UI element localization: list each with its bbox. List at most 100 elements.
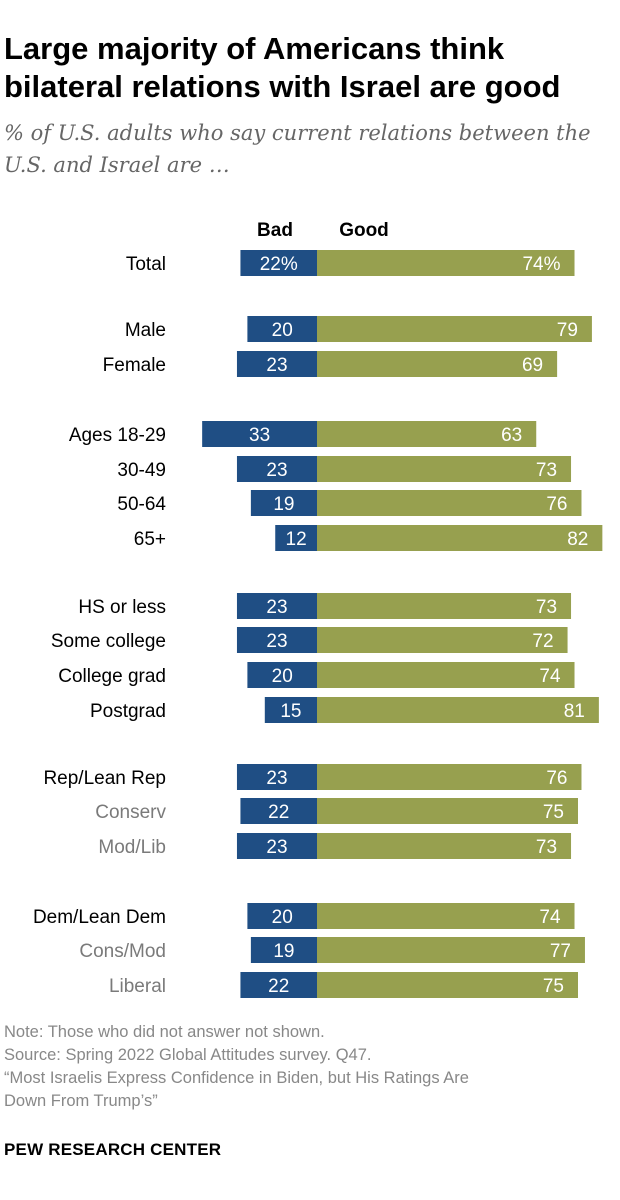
- category-label: College grad: [58, 666, 166, 687]
- note-line: Note: Those who did not answer not shown…: [4, 1023, 325, 1041]
- value-label-bad: 23: [266, 597, 287, 618]
- source-brand: PEW RESEARCH CENTER: [4, 1140, 222, 1159]
- category-label: Male: [125, 320, 166, 341]
- bar-bad: [236, 627, 317, 653]
- value-label-bad: 20: [272, 320, 293, 341]
- category-label: Postgrad: [90, 701, 166, 722]
- report-title-line: “Most Israelis Express Confidence in Bid…: [4, 1069, 469, 1087]
- bar-bad: [236, 833, 317, 859]
- value-label-good: 81: [564, 701, 585, 722]
- category-label: Total: [126, 254, 166, 275]
- bar-good: [317, 662, 575, 688]
- bar-good: [317, 764, 582, 790]
- legend-good: Good: [339, 220, 389, 241]
- bar-good: [317, 937, 585, 963]
- chart-subtitle-line-2: U.S. and Israel are …: [4, 153, 230, 177]
- bar-good: [317, 972, 578, 998]
- value-label-bad: 22%: [260, 254, 298, 275]
- bar-bad: [247, 903, 317, 929]
- bar-bad: [240, 250, 317, 276]
- source-line: Source: Spring 2022 Global Attitudes sur…: [4, 1046, 372, 1064]
- category-label: 30-49: [117, 460, 166, 481]
- value-label-good: 77: [550, 941, 571, 962]
- bar-bad: [236, 351, 317, 377]
- value-label-good: 75: [543, 802, 564, 823]
- bar-good: [317, 456, 572, 482]
- value-label-bad: 12: [286, 529, 307, 550]
- value-label-good: 74: [539, 907, 561, 928]
- bar-good: [317, 421, 537, 447]
- chart-title-line-2: bilateral relations with Israel are good: [4, 69, 561, 104]
- bar-good: [317, 490, 582, 516]
- value-label-bad: 33: [249, 425, 270, 446]
- bar-good: [317, 525, 603, 551]
- value-label-bad: 20: [272, 907, 293, 928]
- bar-good: [317, 833, 572, 859]
- value-label-good: 73: [536, 597, 557, 618]
- value-label-bad: 15: [280, 701, 301, 722]
- value-label-good: 72: [532, 631, 553, 652]
- chart-subtitle: % of U.S. adults who say current relatio…: [4, 117, 614, 181]
- chart-title-line-1: Large majority of Americans think: [4, 31, 505, 66]
- bar-good: [317, 627, 568, 653]
- value-label-good: 79: [557, 320, 578, 341]
- category-label: Female: [103, 355, 166, 376]
- value-label-bad: 22: [268, 976, 289, 997]
- value-label-bad: 19: [273, 494, 294, 515]
- bar-good: [317, 697, 599, 723]
- chart-notes: Note: Those who did not answer not shown…: [4, 1021, 614, 1113]
- category-label: 65+: [134, 529, 166, 550]
- value-label-good: 76: [546, 494, 567, 515]
- bar-bad: [250, 937, 317, 963]
- bar-bad: [236, 593, 317, 619]
- value-label-good: 63: [501, 425, 522, 446]
- category-label: Cons/Mod: [79, 941, 166, 962]
- bar-good: [317, 316, 592, 342]
- value-label-good: 82: [567, 529, 588, 550]
- diverging-bar-chart: Bad Good Total 22% 74% Male 20 79 Female 23 69 Ages…: [33, 220, 603, 998]
- value-label-good: 75: [543, 976, 564, 997]
- bar-good: [317, 798, 578, 824]
- bar-bad: [240, 798, 317, 824]
- bar-bad: [236, 764, 317, 790]
- value-label-good: 74%: [522, 254, 560, 275]
- category-label: 50-64: [117, 494, 166, 515]
- bar-bad: [247, 316, 317, 342]
- bar-bad: [275, 525, 317, 551]
- category-label: HS or less: [78, 597, 166, 618]
- bar-good: [317, 351, 558, 377]
- category-label: Rep/Lean Rep: [43, 768, 166, 789]
- bar-good: [317, 250, 575, 276]
- bar-good: [317, 903, 575, 929]
- category-label: Dem/Lean Dem: [33, 907, 166, 928]
- value-label-bad: 23: [266, 631, 287, 652]
- bar-bad: [264, 697, 317, 723]
- value-label-bad: 22: [268, 802, 289, 823]
- value-label-bad: 23: [266, 768, 287, 789]
- bar-bad: [202, 421, 317, 447]
- value-label-bad: 23: [266, 837, 287, 858]
- value-label-bad: 20: [272, 666, 293, 687]
- report-title-line: Down From Trump’s”: [4, 1092, 158, 1110]
- value-label-good: 69: [522, 355, 543, 376]
- bar-bad: [247, 662, 317, 688]
- value-label-bad: 23: [266, 460, 287, 481]
- bar-good: [317, 593, 572, 619]
- bar-bad: [240, 972, 317, 998]
- category-label: Ages 18-29: [69, 425, 166, 446]
- value-label-bad: 19: [273, 941, 294, 962]
- bar-bad: [236, 456, 317, 482]
- chart-subtitle-line-1: % of U.S. adults who say current relatio…: [4, 121, 591, 145]
- bar-bad: [250, 490, 317, 516]
- value-label-good: 73: [536, 460, 557, 481]
- value-label-bad: 23: [266, 355, 287, 376]
- category-label: Mod/Lib: [98, 837, 166, 858]
- category-label: Conserv: [95, 802, 166, 823]
- category-label: Liberal: [109, 976, 166, 997]
- chart-title: Large majority of Americans think bilate…: [4, 30, 614, 106]
- category-label: Some college: [51, 631, 166, 652]
- value-label-good: 74: [539, 666, 561, 687]
- value-label-good: 76: [546, 768, 567, 789]
- value-label-good: 73: [536, 837, 557, 858]
- legend-bad: Bad: [257, 220, 293, 241]
